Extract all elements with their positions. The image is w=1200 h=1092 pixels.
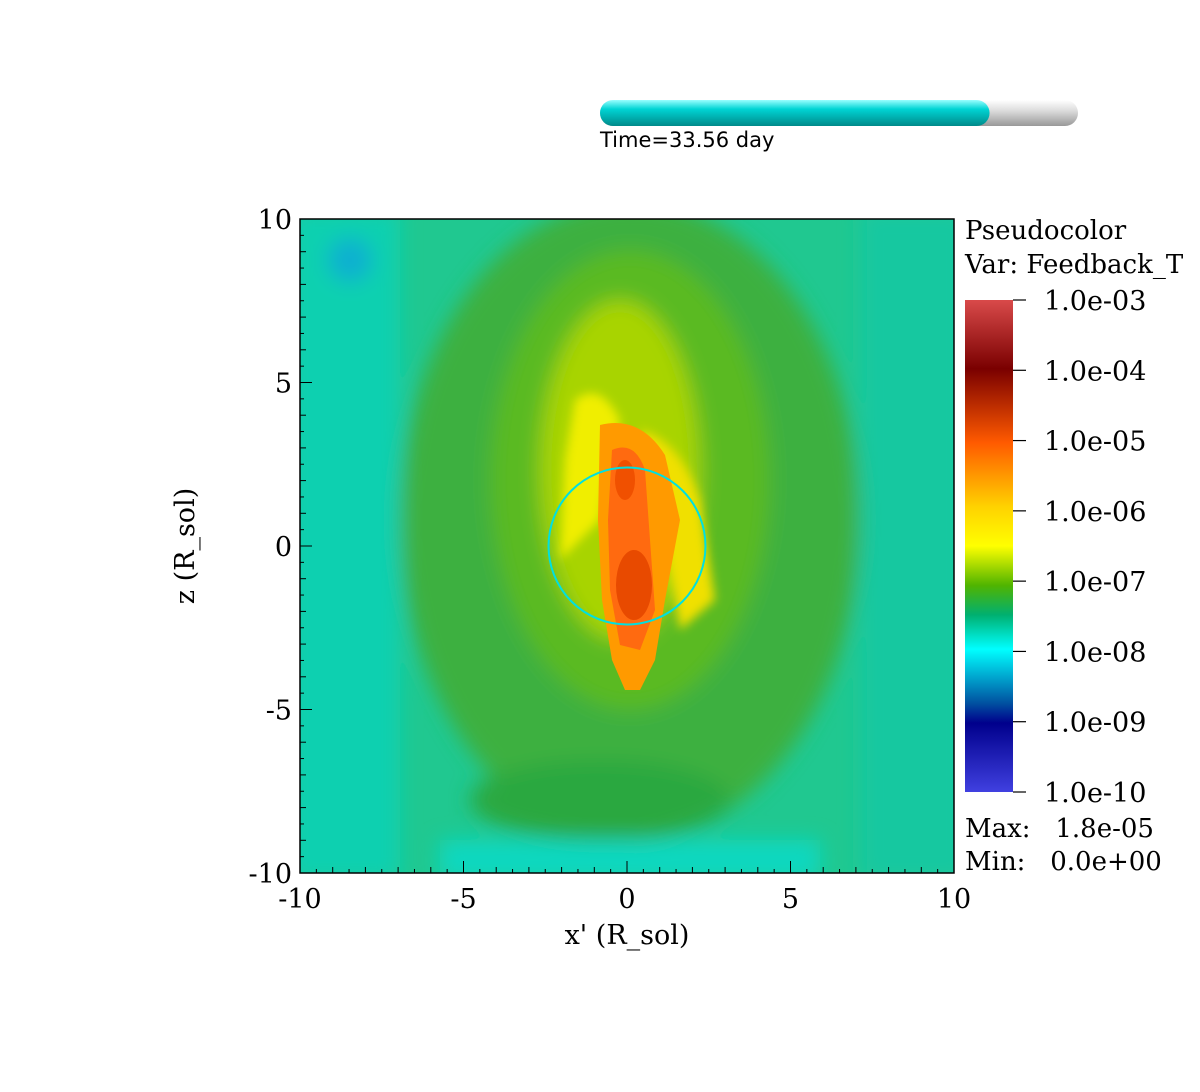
y-tick-label: -5 [266, 696, 292, 727]
x-axis-label: x' (R_sol) [565, 920, 690, 951]
colorbar-tick-label: 1.0e-10 [1044, 778, 1146, 809]
time-progress-bar [600, 100, 1078, 126]
time-bar-fill [600, 100, 990, 126]
y-tick-label: 5 [275, 369, 292, 400]
colorbar-tick-label: 1.0e-07 [1044, 567, 1146, 598]
y-tick-label: -10 [249, 859, 292, 890]
legend-title: Pseudocolor [965, 216, 1127, 246]
colorbar-tick-label: 1.0e-06 [1044, 497, 1146, 528]
x-tick-label: 0 [618, 884, 635, 915]
x-tick-label: -10 [278, 884, 321, 915]
x-axis-ticks: -10 -5 0 5 10 [278, 861, 971, 915]
legend-variable: Var: Feedback_T [965, 250, 1184, 280]
min-label: Min: 0.0e+00 [965, 847, 1162, 877]
heatmap-field [300, 219, 954, 873]
colorbar-tick-label: 1.0e-04 [1044, 356, 1146, 387]
colorbar-tick-label: 1.0e-03 [1044, 286, 1146, 317]
colorbar-ticks: 1.0e-03 1.0e-04 1.0e-05 1.0e-06 1.0e-07 1.0e-… [1013, 286, 1146, 809]
time-label: Time=33.56 day [600, 128, 775, 152]
colorbar-tick-label: 1.0e-08 [1044, 637, 1146, 668]
y-tick-label: 10 [258, 205, 292, 236]
overlay-circle [547, 466, 707, 626]
max-label: Max: 1.8e-05 [965, 814, 1154, 844]
y-axis-ticks: -10 -5 0 5 10 [249, 205, 312, 890]
x-tick-label: -5 [450, 884, 476, 915]
x-tick-label: 5 [782, 884, 799, 915]
y-tick-label: 0 [275, 532, 292, 563]
colorbar-tick-label: 1.0e-05 [1044, 427, 1146, 458]
colorbar-tick-label: 1.0e-09 [1044, 708, 1146, 739]
x-tick-label: 10 [937, 884, 971, 915]
colorbar [965, 300, 1013, 792]
y-axis-label: z (R_sol) [170, 488, 201, 604]
